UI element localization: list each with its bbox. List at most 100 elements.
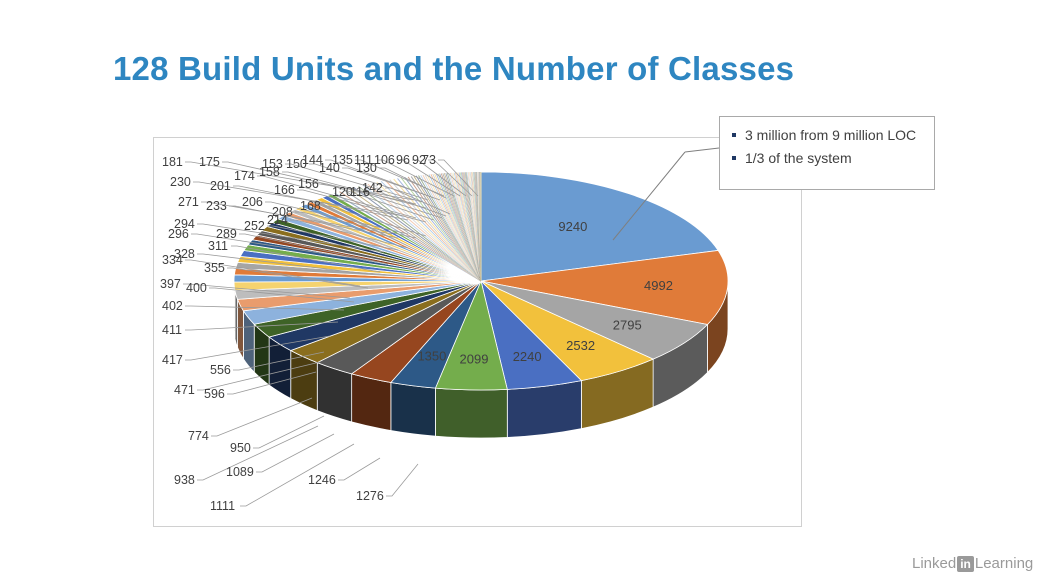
pie-outside-label: 296 <box>168 227 189 241</box>
pie-leader-line <box>185 321 339 331</box>
pie-leader-line <box>229 205 399 239</box>
pie-outside-label: 417 <box>162 353 183 367</box>
pie-leaders-group <box>183 159 479 507</box>
pie-outside-label: 400 <box>186 281 207 295</box>
pie-labels-group: 9240 4992 2795 2532 2240 2099 1350 181 175 153 150… <box>160 153 673 513</box>
pie-outside-label: 206 <box>242 195 263 209</box>
pie-leader-line <box>355 191 443 219</box>
pie-outside-label: 156 <box>298 177 319 191</box>
pie-outside-label: 166 <box>274 183 295 197</box>
pie-outside-label: 355 <box>204 261 225 275</box>
pie-leader-line <box>240 443 355 507</box>
pie-leader-line <box>201 201 393 235</box>
callout-item: 1/3 of the system <box>732 150 926 166</box>
pie-leader-line <box>323 205 427 237</box>
pie-leader-line <box>385 187 451 215</box>
pie-outside-label: 175 <box>199 155 220 169</box>
linkedin-learning-watermark: Linked in Learning <box>912 555 1033 572</box>
pie-leader-line <box>321 183 435 221</box>
pie-outside-label: 135 <box>332 153 353 167</box>
pie-depth-group <box>233 280 729 439</box>
pie-outside-label: 116 <box>350 185 370 199</box>
pie-leader-line <box>355 159 445 197</box>
pie-leader-line <box>253 415 325 449</box>
pie-leader-line <box>397 159 461 197</box>
pie-outside-label: 556 <box>210 363 231 377</box>
pie-leader-line <box>185 305 345 311</box>
pie-outside-label: 1111 <box>210 499 235 513</box>
pie-leader-line <box>211 397 313 437</box>
pie-outside-label: 397 <box>160 277 181 291</box>
pie-outside-label: 181 <box>162 155 183 169</box>
pie-outside-label: 111 <box>354 153 373 167</box>
slide-title: 128 Build Units and the Number of Classe… <box>113 50 795 87</box>
pie-outside-label: 174 <box>234 169 255 183</box>
pie-outside-label: 1089 <box>226 465 254 479</box>
pie-leader-line <box>256 433 335 473</box>
pie-leader-line <box>265 201 409 235</box>
pie-outside-label: 73 <box>422 153 436 167</box>
chart-frame: 9240 4992 2795 2532 2240 2099 1350 181 175 153 150… <box>153 137 802 527</box>
pie-leader-line <box>231 245 381 273</box>
callout-box: 3 million from 9 million LOC 1/3 of the … <box>719 116 935 190</box>
pie-leader-line <box>191 233 379 263</box>
pie-outside-label: 201 <box>210 179 231 193</box>
pie-leader-line <box>233 185 409 221</box>
pie-leader-line <box>377 159 455 197</box>
pie-data-label: 2795 <box>613 318 642 333</box>
pie-outside-label: 938 <box>174 473 195 487</box>
pie-leader-line <box>295 211 417 239</box>
pie-leader-line <box>257 175 417 219</box>
watermark-text: Linked <box>912 555 957 572</box>
pie-outside-label: 411 <box>162 323 182 337</box>
pie-leader-line <box>197 223 385 253</box>
pie-leader-line <box>267 225 399 251</box>
pie-leader-line <box>386 463 419 497</box>
pie-slice <box>480 249 729 325</box>
pie-leader-line <box>185 259 361 287</box>
pie-leader-line <box>239 233 389 265</box>
pie-chart: 9240 4992 2795 2532 2240 2099 1350 181 175 153 150… <box>160 153 729 513</box>
pie-outside-label: 230 <box>170 175 191 189</box>
pie-leader-line <box>428 159 473 197</box>
pie-outside-label: 92 <box>412 153 426 167</box>
pie-outside-label: 774 <box>188 429 209 443</box>
pie-outside-label: 158 <box>259 165 280 179</box>
pie-data-label: 2240 <box>513 349 542 364</box>
pie-outside-label: 233 <box>206 199 227 213</box>
pie-leader-line <box>197 425 319 481</box>
pie-outside-label: 150 <box>286 157 307 171</box>
pie-outside-label: 289 <box>216 227 237 241</box>
pie-outside-label: 96 <box>396 153 410 167</box>
pie-outside-label: 142 <box>362 181 383 195</box>
pie-leader-line <box>342 167 441 201</box>
bullet-icon <box>732 156 736 160</box>
pie-leader-line <box>185 335 331 361</box>
pie-outside-label: 106 <box>374 153 395 167</box>
callout-text: 3 million from 9 million LOC <box>745 127 917 143</box>
pie-outside-label: 208 <box>272 205 293 219</box>
pie-outside-label: 130 <box>356 161 377 175</box>
pie-leader-line <box>183 283 351 299</box>
pie-outside-label: 402 <box>162 299 183 313</box>
pie-leader-line <box>197 253 369 275</box>
pie-leader-line <box>209 287 355 303</box>
pie-outside-label: 168 <box>300 199 321 213</box>
bullet-icon <box>732 133 736 137</box>
pie-leader-line <box>233 351 325 371</box>
pie-outside-label: 294 <box>174 217 195 231</box>
pie-data-label: 9240 <box>558 219 587 234</box>
pie-data-label: 2099 <box>460 351 489 366</box>
pie-leader-line <box>412 159 467 197</box>
pie-outside-label: 334 <box>162 253 183 267</box>
pie-outside-label: 950 <box>230 441 251 455</box>
pie-data-label: 4992 <box>644 278 673 293</box>
pie-outside-label: 471 <box>174 383 195 397</box>
pie-outside-label: 252 <box>244 219 265 233</box>
pie-leader-line <box>282 171 427 209</box>
pie-data-label: 1350 <box>417 348 446 363</box>
pie-slice-side <box>390 382 436 437</box>
pie-leader-line <box>227 267 369 289</box>
pie-leader-line <box>193 181 405 217</box>
pie-outside-label: 596 <box>204 387 225 401</box>
